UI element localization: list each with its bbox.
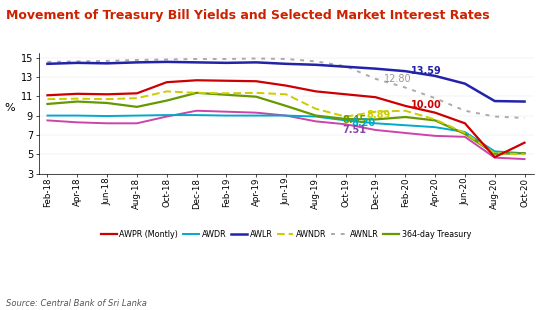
Text: Movement of Treasury Bill Yields and Selected Market Interest Rates: Movement of Treasury Bill Yields and Sel… [6,9,489,22]
Text: 13.59: 13.59 [411,66,442,76]
Y-axis label: %: % [4,103,15,113]
Text: 7.51: 7.51 [343,125,367,135]
Text: 10.00: 10.00 [411,100,442,110]
Text: 8.20: 8.20 [351,118,376,128]
Text: 8.89: 8.89 [366,110,390,120]
Text: 8.45: 8.45 [343,115,367,125]
Legend: AWPR (Montly), AWDR, AWLR, AWNDR, AWNLR, 364-day Treasury: AWPR (Montly), AWDR, AWLR, AWNDR, AWNLR,… [97,227,475,242]
Text: Source: Central Bank of Sri Lanka: Source: Central Bank of Sri Lanka [6,299,146,308]
Text: 12.80: 12.80 [384,74,412,84]
